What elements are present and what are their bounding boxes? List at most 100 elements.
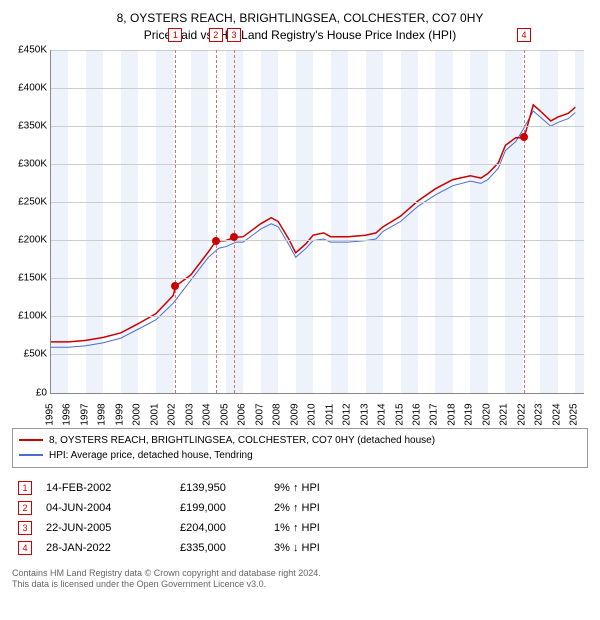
sale-diff: 2% ↑ HPI: [274, 502, 364, 514]
x-tick-label: 2020: [481, 401, 492, 427]
y-gridline: [51, 354, 584, 355]
footer-line1: Contains HM Land Registry data © Crown c…: [12, 568, 588, 580]
marker-line: [524, 50, 525, 393]
sale-row: 1 14-FEB-2002 £139,950 9% ↑ HPI: [12, 478, 588, 498]
sale-badge: 2: [18, 501, 32, 515]
title-line2: Price paid vs. HM Land Registry's House …: [12, 27, 588, 44]
y-tick-label: £200K: [7, 235, 47, 246]
sale-date: 14-FEB-2002: [46, 482, 166, 494]
x-tick-label: 2025: [569, 401, 580, 427]
sale-badge: 3: [18, 521, 32, 535]
legend-row: HPI: Average price, detached house, Tend…: [19, 448, 581, 463]
y-gridline: [51, 278, 584, 279]
x-tick-label: 2005: [219, 401, 230, 427]
x-tick-label: 2001: [149, 401, 160, 427]
y-gridline: [51, 202, 584, 203]
y-gridline: [51, 88, 584, 89]
x-tick-label: 2021: [499, 401, 510, 427]
x-tick-label: 1995: [45, 401, 56, 427]
x-tick-label: 2017: [429, 401, 440, 427]
x-tick-label: 1997: [79, 401, 90, 427]
legend-label-property: 8, OYSTERS REACH, BRIGHTLINGSEA, COLCHES…: [49, 433, 435, 448]
y-tick-label: £250K: [7, 197, 47, 208]
x-tick-label: 2009: [289, 401, 300, 427]
marker-badge: 4: [517, 28, 531, 42]
sale-diff: 9% ↑ HPI: [274, 482, 364, 494]
sale-badge: 4: [18, 541, 32, 555]
y-tick-label: £0: [7, 387, 47, 398]
marker-line: [175, 50, 176, 393]
marker-line: [216, 50, 217, 393]
sales-table: 1 14-FEB-2002 £139,950 9% ↑ HPI 2 04-JUN-2004…: [12, 478, 588, 558]
x-tick-label: 2006: [237, 401, 248, 427]
marker-dot: [212, 237, 220, 245]
chart-container: 8, OYSTERS REACH, BRIGHTLINGSEA, COLCHES…: [0, 0, 600, 620]
sale-price: £139,950: [180, 482, 260, 494]
sale-badge: 1: [18, 481, 32, 495]
x-tick-label: 2010: [307, 401, 318, 427]
y-tick-label: £50K: [7, 349, 47, 360]
y-gridline: [51, 50, 584, 51]
sale-price: £199,000: [180, 502, 260, 514]
y-gridline: [51, 126, 584, 127]
x-tick-label: 2008: [272, 401, 283, 427]
x-tick-label: 2013: [359, 401, 370, 427]
legend-label-hpi: HPI: Average price, detached house, Tend…: [49, 448, 253, 463]
sale-date: 22-JUN-2005: [46, 522, 166, 534]
sale-date: 28-JAN-2022: [46, 542, 166, 554]
x-tick-label: 2022: [516, 401, 527, 427]
sale-diff: 3% ↓ HPI: [274, 542, 364, 554]
x-tick-label: 2002: [167, 401, 178, 427]
series-line-hpi: [51, 111, 575, 347]
footer-line2: This data is licensed under the Open Gov…: [12, 579, 588, 591]
marker-dot: [230, 233, 238, 241]
legend-swatch-property: [19, 439, 43, 441]
x-tick-label: 2018: [446, 401, 457, 427]
legend-swatch-hpi: [19, 454, 43, 456]
x-tick-label: 2011: [324, 401, 335, 427]
legend: 8, OYSTERS REACH, BRIGHTLINGSEA, COLCHES…: [12, 428, 588, 468]
x-tick-label: 2012: [342, 401, 353, 427]
x-tick-label: 2023: [534, 401, 545, 427]
title-block: 8, OYSTERS REACH, BRIGHTLINGSEA, COLCHES…: [12, 10, 588, 44]
y-gridline: [51, 240, 584, 241]
plot-area: £0£50K£100K£150K£200K£250K£300K£350K£400…: [50, 50, 584, 394]
x-tick-label: 2004: [202, 401, 213, 427]
line-svg: [51, 50, 584, 393]
marker-badge: 3: [227, 28, 241, 42]
chart-area: £0£50K£100K£150K£200K£250K£300K£350K£400…: [50, 50, 584, 420]
x-tick-label: 1998: [97, 401, 108, 427]
sale-row: 4 28-JAN-2022 £335,000 3% ↓ HPI: [12, 538, 588, 558]
y-tick-label: £300K: [7, 158, 47, 169]
footer: Contains HM Land Registry data © Crown c…: [12, 568, 588, 591]
sale-date: 04-JUN-2004: [46, 502, 166, 514]
x-tick-label: 1999: [114, 401, 125, 427]
y-tick-label: £350K: [7, 120, 47, 131]
x-tick-label: 2003: [184, 401, 195, 427]
x-tick-label: 2007: [254, 401, 265, 427]
x-tick-label: 2015: [394, 401, 405, 427]
y-tick-label: £450K: [7, 44, 47, 55]
y-tick-label: £400K: [7, 82, 47, 93]
marker-dot: [171, 282, 179, 290]
marker-badge: 1: [168, 28, 182, 42]
title-line1: 8, OYSTERS REACH, BRIGHTLINGSEA, COLCHES…: [12, 10, 588, 27]
y-tick-label: £100K: [7, 311, 47, 322]
sale-diff: 1% ↑ HPI: [274, 522, 364, 534]
x-tick-label: 1996: [62, 401, 73, 427]
sale-price: £335,000: [180, 542, 260, 554]
y-gridline: [51, 164, 584, 165]
x-tick-label: 2024: [551, 401, 562, 427]
y-tick-label: £150K: [7, 273, 47, 284]
marker-dot: [520, 133, 528, 141]
sale-row: 2 04-JUN-2004 £199,000 2% ↑ HPI: [12, 498, 588, 518]
sale-price: £204,000: [180, 522, 260, 534]
x-tick-label: 2014: [377, 401, 388, 427]
y-gridline: [51, 316, 584, 317]
legend-row: 8, OYSTERS REACH, BRIGHTLINGSEA, COLCHES…: [19, 433, 581, 448]
x-tick-label: 2016: [411, 401, 422, 427]
sale-row: 3 22-JUN-2005 £204,000 1% ↑ HPI: [12, 518, 588, 538]
marker-badge: 2: [209, 28, 223, 42]
series-line-property: [51, 104, 575, 341]
x-tick-label: 2000: [132, 401, 143, 427]
